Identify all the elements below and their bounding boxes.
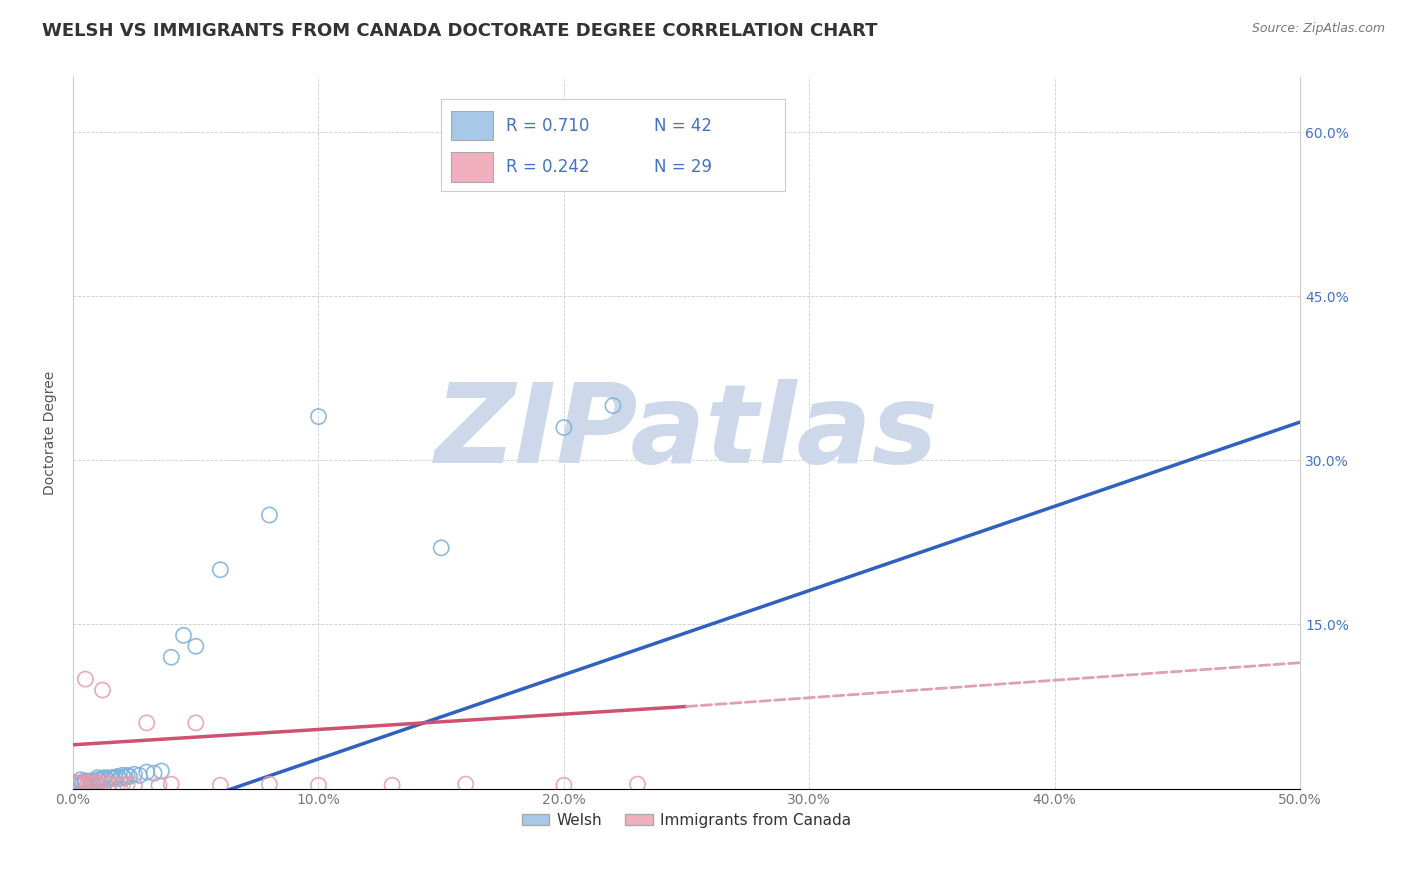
- Point: [82, 778, 104, 792]
- Point: [89, 773, 111, 788]
- Point: [91, 772, 114, 786]
- Point: [173, 628, 195, 642]
- Point: [308, 778, 330, 792]
- Point: [209, 563, 232, 577]
- Point: [86, 777, 108, 791]
- Legend: Welsh, Immigrants from Canada: Welsh, Immigrants from Canada: [516, 807, 858, 834]
- Point: [69, 776, 91, 790]
- Point: [72, 777, 94, 791]
- Point: [86, 772, 108, 787]
- Point: [69, 776, 91, 790]
- Point: [75, 776, 97, 790]
- Point: [111, 768, 134, 782]
- Point: [72, 775, 94, 789]
- Text: WELSH VS IMMIGRANTS FROM CANADA DOCTORATE DEGREE CORRELATION CHART: WELSH VS IMMIGRANTS FROM CANADA DOCTORAT…: [42, 22, 877, 40]
- Point: [79, 777, 101, 791]
- Point: [65, 776, 87, 790]
- Point: [115, 768, 138, 782]
- Point: [124, 778, 146, 792]
- Point: [91, 683, 114, 698]
- Point: [84, 775, 107, 789]
- Point: [259, 508, 281, 522]
- Point: [86, 771, 108, 785]
- Point: [381, 778, 404, 792]
- Point: [150, 764, 173, 778]
- Point: [98, 771, 121, 785]
- Point: [209, 778, 232, 792]
- Point: [135, 715, 157, 730]
- Point: [626, 777, 648, 791]
- Point: [96, 772, 118, 787]
- Point: [82, 776, 104, 790]
- Text: ZIPatlas: ZIPatlas: [434, 379, 938, 486]
- Point: [135, 765, 157, 780]
- Point: [84, 776, 107, 790]
- Point: [118, 770, 141, 784]
- Point: [553, 420, 575, 434]
- Point: [143, 766, 166, 780]
- Point: [98, 777, 121, 791]
- Point: [79, 776, 101, 790]
- Point: [69, 772, 91, 787]
- Point: [75, 672, 97, 686]
- Point: [76, 777, 98, 791]
- Text: Source: ZipAtlas.com: Source: ZipAtlas.com: [1251, 22, 1385, 36]
- Point: [104, 771, 127, 785]
- Point: [76, 776, 98, 790]
- Point: [105, 778, 128, 792]
- Point: [160, 650, 183, 665]
- Point: [148, 778, 170, 792]
- Point: [114, 771, 136, 785]
- Point: [430, 541, 453, 555]
- Point: [184, 715, 207, 730]
- Point: [94, 771, 117, 785]
- Point: [160, 777, 183, 791]
- Point: [184, 640, 207, 654]
- Point: [94, 776, 117, 790]
- Point: [124, 767, 146, 781]
- Y-axis label: Doctorate Degree: Doctorate Degree: [44, 371, 58, 495]
- Point: [454, 777, 477, 791]
- Point: [105, 770, 128, 784]
- Point: [101, 772, 124, 786]
- Point: [75, 773, 97, 788]
- Point: [115, 777, 138, 791]
- Point: [308, 409, 330, 424]
- Point: [66, 778, 89, 792]
- Point: [108, 772, 131, 786]
- Point: [111, 778, 134, 792]
- Point: [89, 778, 111, 792]
- Point: [128, 768, 150, 782]
- Point: [65, 776, 87, 790]
- Point: [72, 775, 94, 789]
- Point: [66, 777, 89, 791]
- Point: [602, 399, 624, 413]
- Point: [79, 773, 101, 788]
- Point: [553, 778, 575, 792]
- Point: [259, 777, 281, 791]
